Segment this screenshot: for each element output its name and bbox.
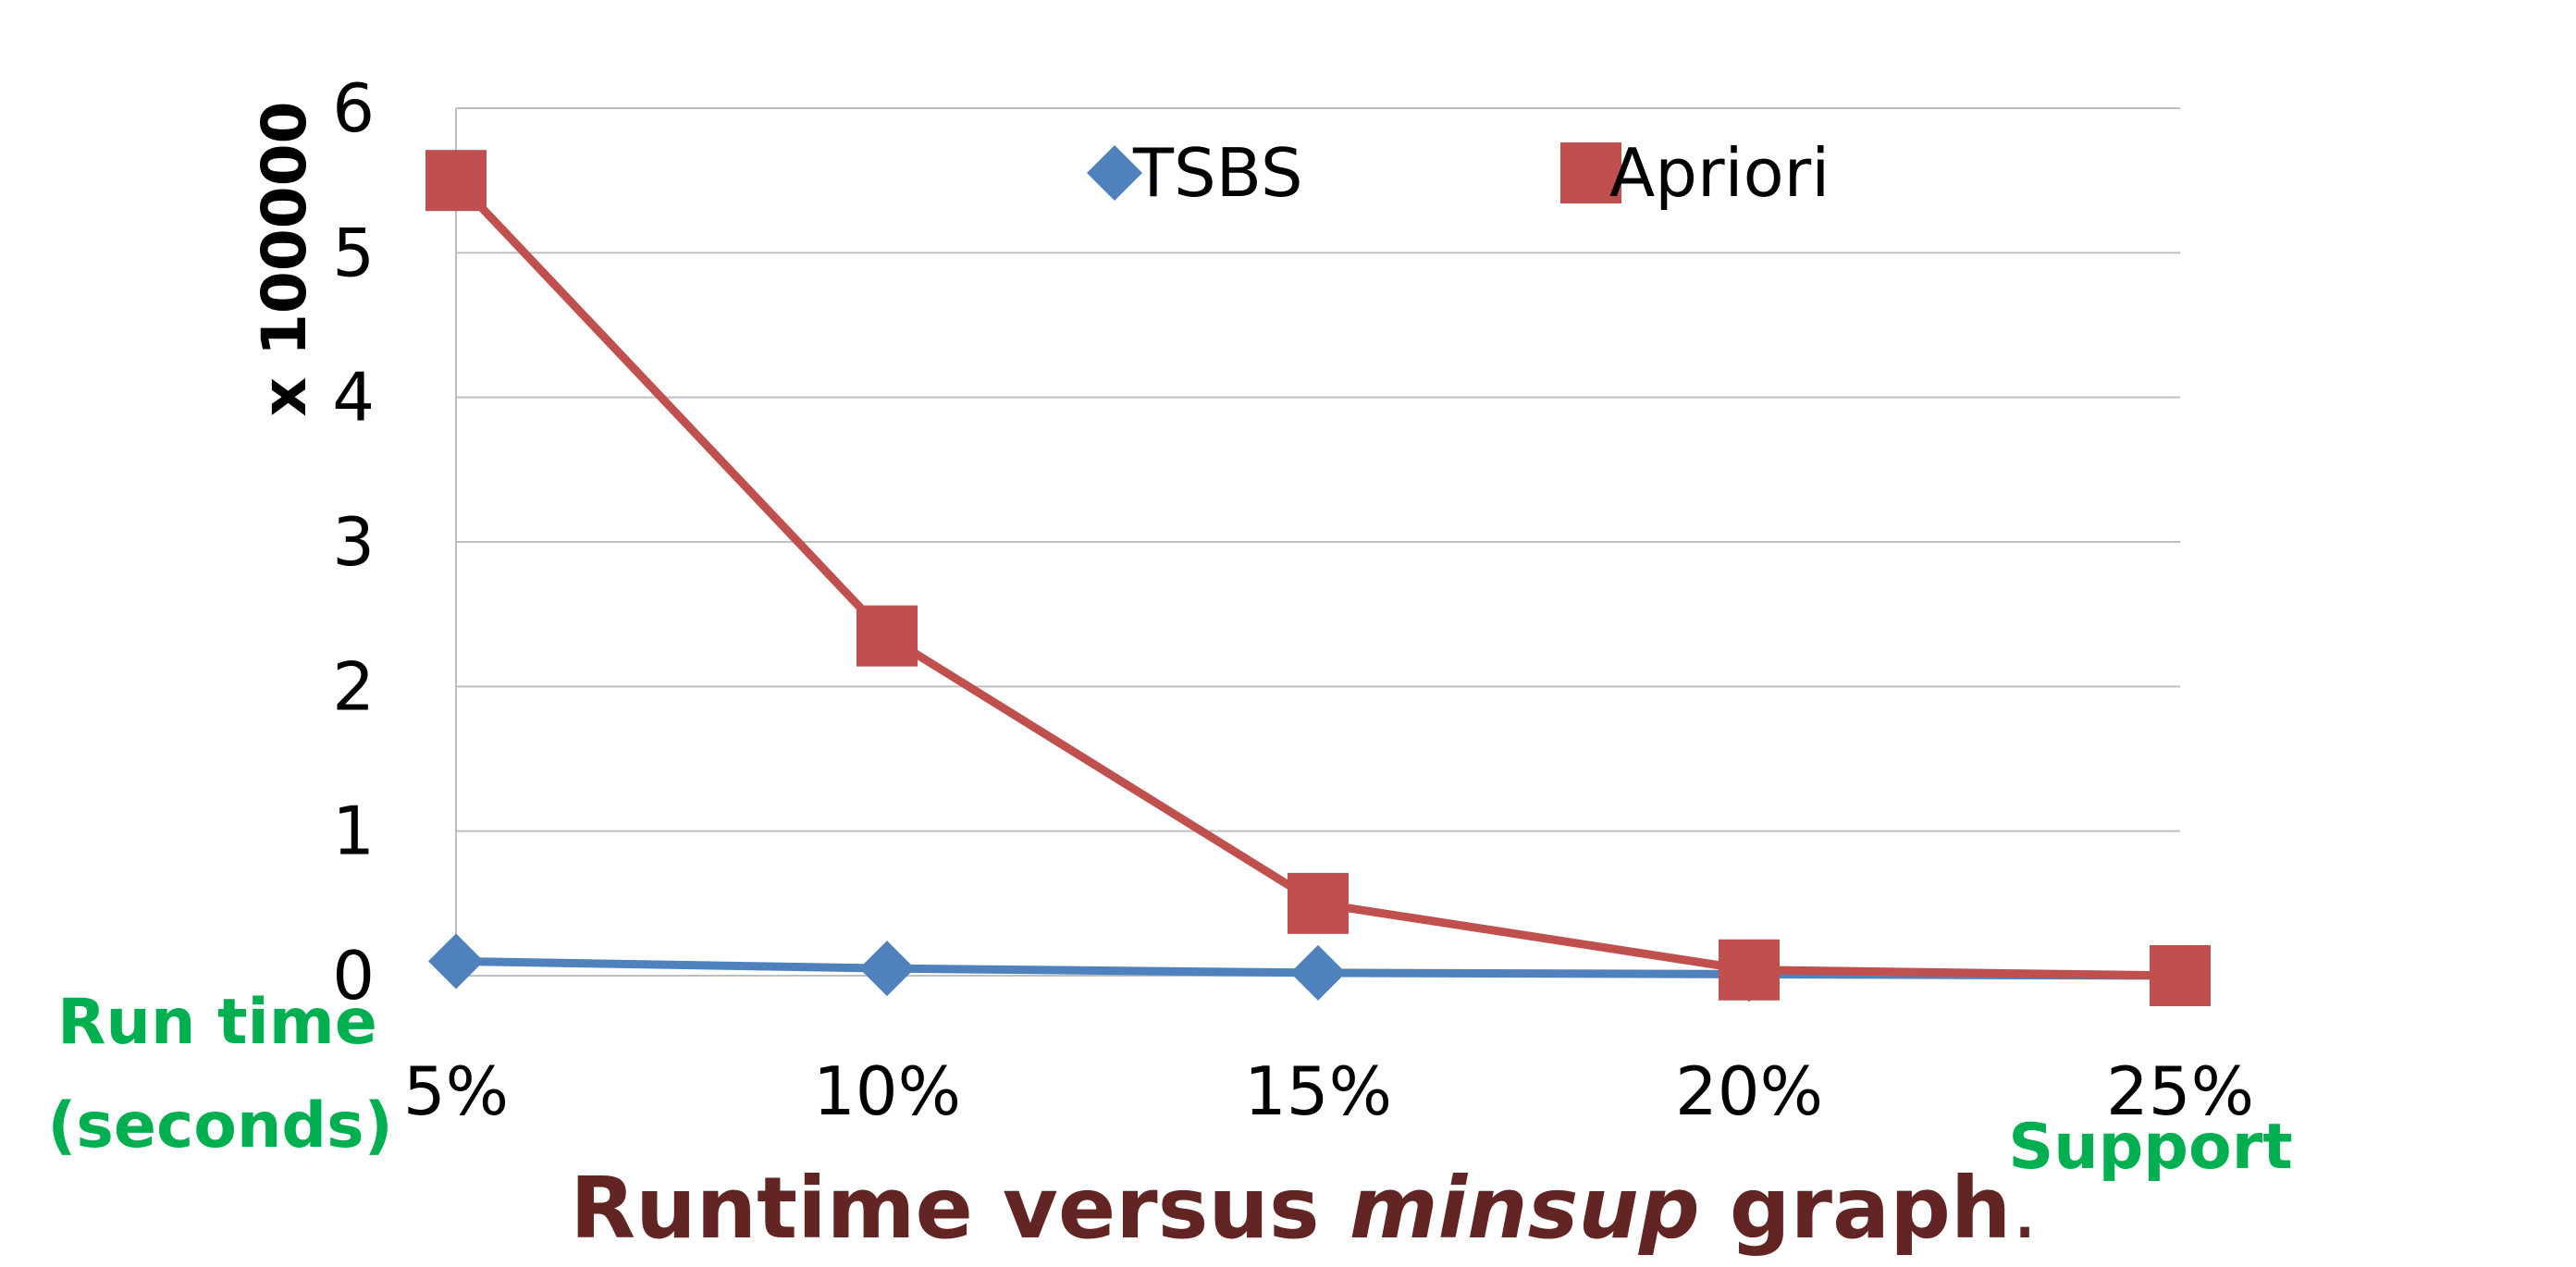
y-tick-label: 4 bbox=[332, 359, 375, 437]
x-axis-label: Support bbox=[2008, 1111, 2293, 1184]
caption-text-after: graph bbox=[1700, 1159, 2012, 1258]
y-multiplier-label: x 100000 bbox=[249, 101, 320, 416]
data-point-apriori bbox=[1288, 872, 1349, 934]
caption-text-before: Runtime versus bbox=[570, 1159, 1349, 1258]
y-tick-label: 5 bbox=[332, 214, 375, 291]
series-line-apriori bbox=[452, 178, 2181, 980]
legend-marker-tsbs bbox=[1087, 145, 1142, 201]
legend-marker-apriori bbox=[1560, 142, 1621, 203]
data-point-apriori bbox=[1719, 939, 1780, 1001]
y-tick-label: 2 bbox=[332, 647, 375, 725]
caption-text-italic: minsup bbox=[1350, 1159, 1700, 1258]
data-point-tsbs bbox=[1290, 944, 1346, 1001]
data-point-apriori bbox=[857, 605, 918, 667]
data-point-tsbs bbox=[428, 933, 484, 990]
gridlines bbox=[456, 107, 2180, 832]
y-tick-labels: 0 1 2 3 4 5 6 bbox=[332, 69, 375, 1015]
series-apriori bbox=[425, 150, 2211, 1006]
x-tick-label: 25% bbox=[2106, 1052, 2254, 1130]
y-tick-label: 6 bbox=[332, 69, 375, 147]
figure-caption: Runtime versus minsup graph. bbox=[570, 1159, 2038, 1258]
legend: TSBS Apriori bbox=[1087, 134, 1830, 212]
y-tick-label: 1 bbox=[332, 793, 375, 870]
series bbox=[425, 150, 2211, 1006]
caption-period: . bbox=[2011, 1159, 2038, 1258]
legend-marker-apriori bbox=[1560, 142, 1621, 203]
legend-marker-tsbs bbox=[1087, 145, 1142, 201]
x-tick-labels: 5% 10% 15% 20% 25% bbox=[403, 1052, 2254, 1130]
legend-label-tsbs: TSBS bbox=[1132, 134, 1303, 212]
data-point-apriori bbox=[2150, 945, 2211, 1006]
data-point-apriori bbox=[425, 150, 487, 212]
legend-label-apriori: Apriori bbox=[1609, 134, 1830, 212]
y-tick-label: 3 bbox=[332, 503, 375, 581]
x-tick-label: 15% bbox=[1244, 1052, 1392, 1130]
y-tick-label: 0 bbox=[332, 937, 375, 1015]
y-axis-label-line-1: Run time bbox=[57, 986, 377, 1059]
data-point-tsbs bbox=[859, 941, 915, 997]
x-tick-label: 20% bbox=[1675, 1052, 1823, 1130]
x-tick-label: 10% bbox=[813, 1052, 961, 1130]
y-axis-label-line-2: (seconds) bbox=[47, 1089, 392, 1162]
x-tick-label: 5% bbox=[403, 1052, 509, 1130]
